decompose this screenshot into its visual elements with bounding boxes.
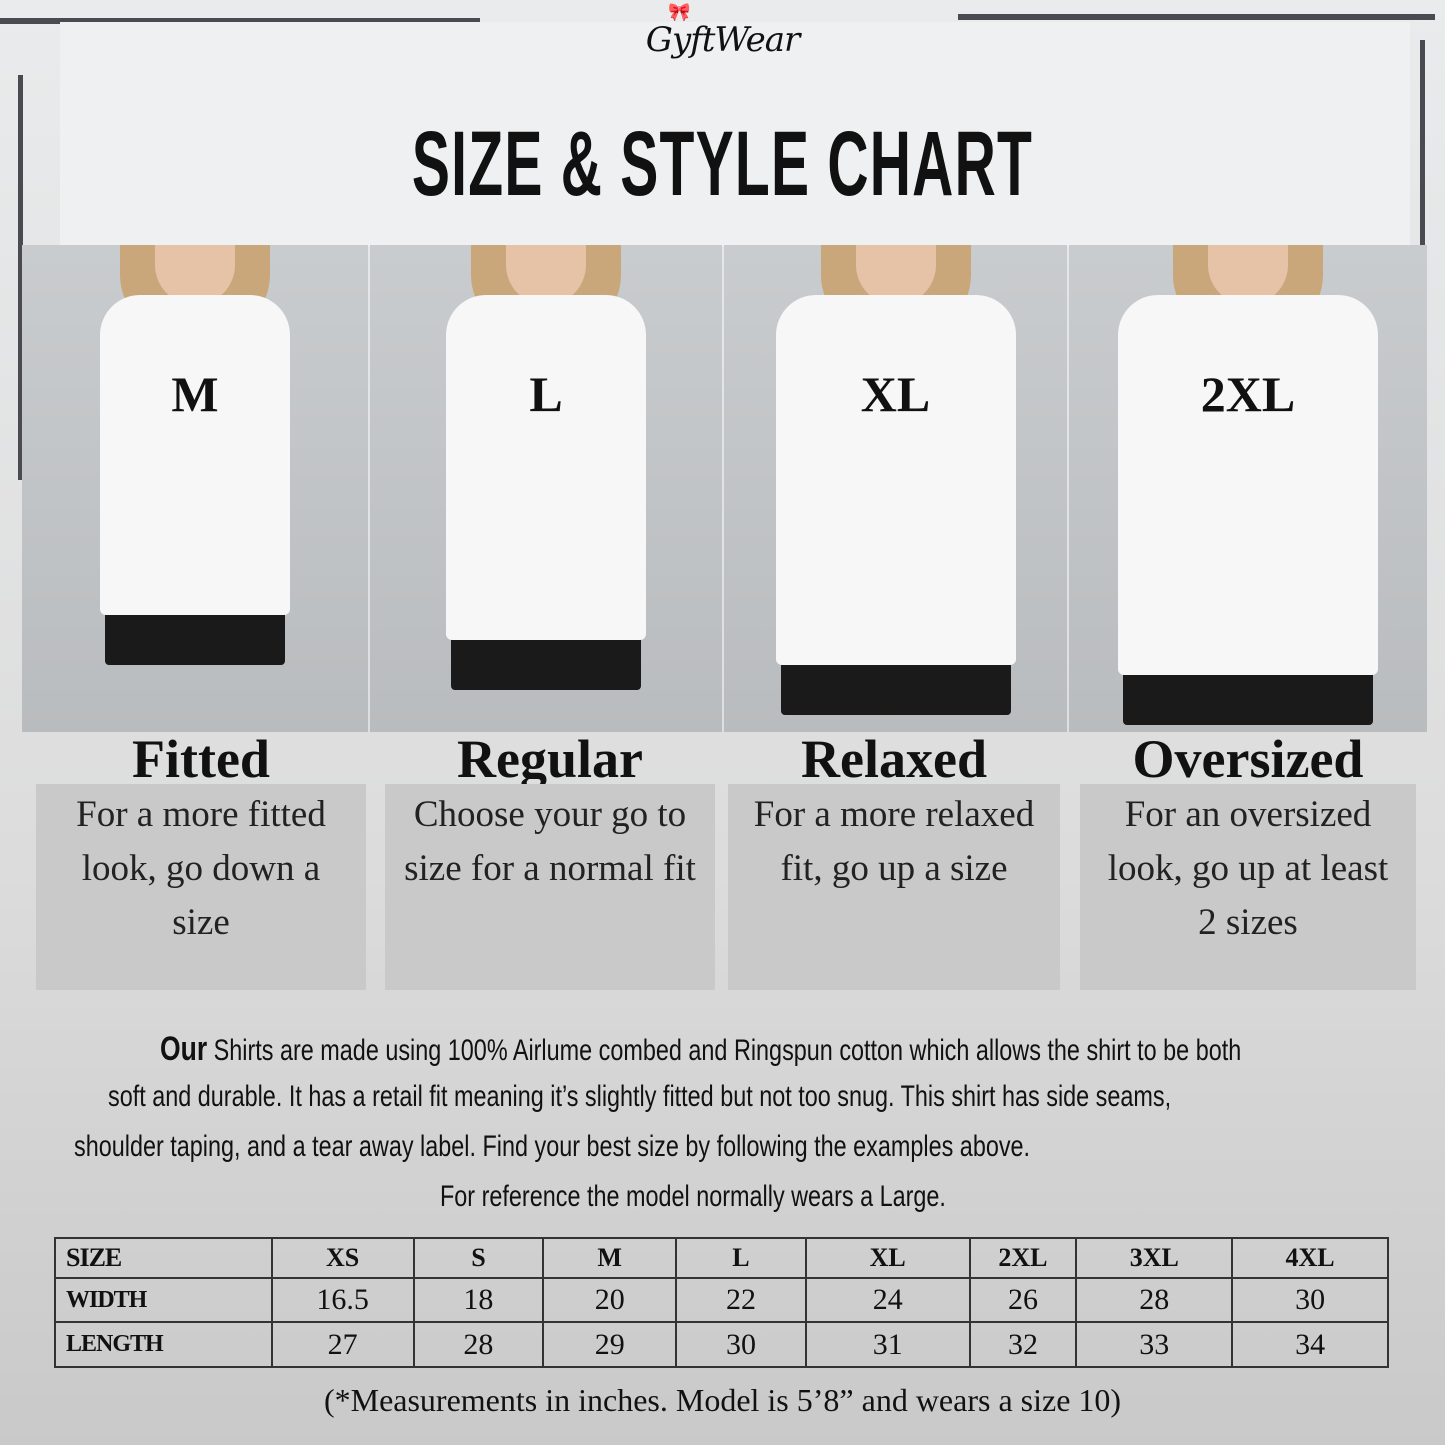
size-table: SIZE XS S M L XL 2XL 3XL 4XL WIDTH 16.5 18 20 22 24 26 2… xyxy=(54,1237,1389,1368)
brand-logo: GyftWear xyxy=(645,20,800,60)
table-cell: 34 xyxy=(1231,1321,1389,1368)
decor-bar xyxy=(958,14,1435,20)
size-label: M xyxy=(171,366,219,422)
tshirt xyxy=(446,295,646,640)
table-row: LENGTH 27 28 29 30 31 32 33 34 xyxy=(54,1321,1389,1368)
description-line: For reference the model normally wears a… xyxy=(440,1180,946,1213)
model-photo: 2XL xyxy=(1069,245,1427,732)
table-cell: 29 xyxy=(542,1321,678,1368)
table-cell: 30 xyxy=(1231,1276,1389,1324)
table-cell: 26 xyxy=(968,1276,1078,1324)
description-lead: Our xyxy=(160,1030,208,1068)
decor-bar xyxy=(18,75,23,480)
tshirt xyxy=(1118,295,1378,675)
description-line: shoulder taping, and a tear away label. … xyxy=(74,1130,1031,1163)
table-cell: 28 xyxy=(1075,1276,1234,1324)
size-label: XL xyxy=(860,366,931,422)
table-cell: 24 xyxy=(804,1276,971,1324)
fit-style-title: Fitted xyxy=(132,729,270,789)
fit-style-title: Oversized xyxy=(1132,729,1364,789)
table-cell: 16.5 xyxy=(270,1276,415,1324)
table-cell: 32 xyxy=(968,1321,1078,1368)
table-header-cell: L xyxy=(675,1237,807,1279)
model-photo: L xyxy=(370,245,722,732)
table-header-cell: XL xyxy=(804,1237,971,1279)
fit-description: For a more fitted look, go down a size xyxy=(36,784,366,990)
fit-description: Choose your go to size for a normal fit xyxy=(385,784,715,990)
table-cell: 20 xyxy=(542,1276,678,1324)
size-label: L xyxy=(529,366,563,422)
table-header-cell: SIZE xyxy=(54,1237,273,1279)
table-cell: 31 xyxy=(804,1321,971,1368)
table-header-cell: S xyxy=(412,1237,545,1279)
table-cell: 27 xyxy=(270,1321,415,1368)
table-row: WIDTH 16.5 18 20 22 24 26 28 30 xyxy=(54,1276,1389,1324)
model-photo: XL xyxy=(724,245,1067,732)
tshirt xyxy=(775,295,1016,665)
table-header-cell: 4XL xyxy=(1231,1237,1389,1279)
table-header-cell: XS xyxy=(270,1237,415,1279)
fit-style-title: Regular xyxy=(457,729,643,789)
table-cell: 28 xyxy=(412,1321,545,1368)
bow-icon: 🎀 xyxy=(668,2,691,22)
decor-bar xyxy=(0,18,480,24)
table-header-row: SIZE XS S M L XL 2XL 3XL 4XL xyxy=(54,1237,1389,1279)
fit-style-title: Relaxed xyxy=(801,729,987,789)
table-cell: LENGTH xyxy=(54,1321,273,1368)
table-cell: 22 xyxy=(675,1276,807,1324)
table-header-cell: 2XL xyxy=(968,1237,1078,1279)
table-header-cell: 3XL xyxy=(1075,1237,1234,1279)
header-band xyxy=(60,22,1410,246)
table-cell: WIDTH xyxy=(54,1276,273,1324)
table-cell: 33 xyxy=(1075,1321,1234,1368)
fit-description: For a more relaxed fit, go up a size xyxy=(728,784,1060,990)
model-photo: M xyxy=(22,245,368,732)
description-line: soft and durable. It has a retail fit me… xyxy=(108,1080,1172,1113)
description-line: Our Shirts are made using 100% Airlume c… xyxy=(160,1030,1241,1069)
table-header-cell: M xyxy=(542,1237,678,1279)
tshirt xyxy=(100,295,290,615)
description-text: Shirts are made using 100% Airlume combe… xyxy=(213,1034,1242,1067)
size-label: 2XL xyxy=(1200,366,1296,422)
fit-description: For an oversized look, go up at least 2 … xyxy=(1080,784,1416,990)
page-title: SIZE & STYLE CHART xyxy=(411,113,1034,215)
table-cell: 18 xyxy=(412,1276,545,1324)
footnote: (*Measurements in inches. Model is 5’8” … xyxy=(323,1382,1122,1418)
table-cell: 30 xyxy=(675,1321,807,1368)
